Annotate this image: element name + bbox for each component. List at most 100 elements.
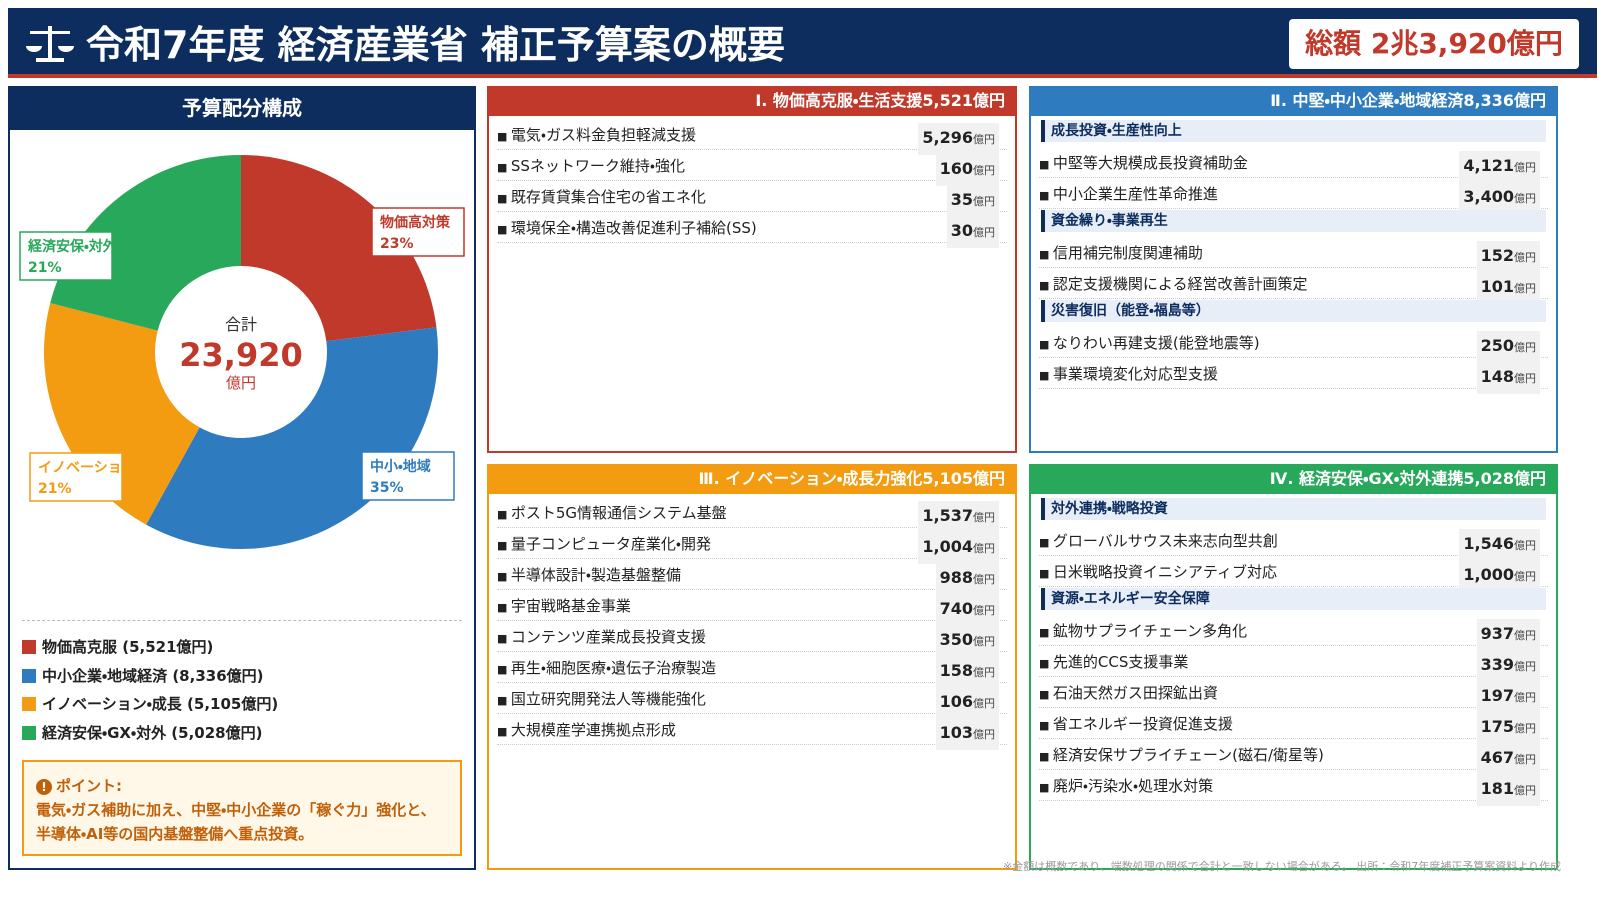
amount-value: 148 xyxy=(1480,367,1514,386)
section-header: 5,521億円 Ⅰ. 物価高克服・生活支援 xyxy=(487,86,1017,116)
callout-value: 35% xyxy=(370,480,404,496)
item-bullet: ■ xyxy=(1039,369,1053,382)
item-amount: 106億円 xyxy=(935,687,999,719)
item-label: 半導体設計・製造基盤整備 xyxy=(510,566,681,584)
subsection-heading: 対外連携・戦略投資 xyxy=(1041,498,1546,520)
amount-unit: 億円 xyxy=(973,666,995,679)
item-row: ■ 日米戦略投資イニシアティブ対応 1,000億円 xyxy=(1039,557,1548,592)
item-label: 事業環境変化対応型支援 xyxy=(1052,365,1218,383)
legend-swatch xyxy=(22,668,36,683)
donut-slice xyxy=(50,155,241,331)
item-label: 宇宙戦略基金事業 xyxy=(510,597,631,615)
item-row: ■ 既存賃貸集合住宅の省エネ化 35億円 xyxy=(497,182,1007,217)
section-title: Ⅲ. イノベーション・成長力強化 xyxy=(698,469,923,488)
item-amount: 101億円 xyxy=(1476,272,1540,304)
callout-box xyxy=(19,231,113,281)
legend-label: 中小企業・地域経済 (8,336億円) xyxy=(42,666,264,685)
amount-unit: 億円 xyxy=(1514,251,1536,264)
item-amount: 30億円 xyxy=(946,216,999,248)
amount-unit: 億円 xyxy=(973,728,995,741)
legend-item: 物価高克服 (5,521億円) xyxy=(22,636,213,657)
item-row: ■ 宇宙戦略基金事業 740億円 xyxy=(497,591,1007,626)
amount-value: 197 xyxy=(1480,686,1514,705)
item-label: 大規模産学連携拠点形成 xyxy=(510,721,676,739)
subsection-heading: 資金繰り・事業再生 xyxy=(1041,210,1546,232)
section-total: 8,336億円 xyxy=(1463,91,1546,110)
section-total: 5,028億円 xyxy=(1463,469,1546,488)
amount-value: 35 xyxy=(950,190,973,209)
legend-item: 中小企業・地域経済 (8,336億円) xyxy=(22,665,263,686)
item-bullet: ■ xyxy=(497,725,511,738)
amount-value: 158 xyxy=(939,661,973,680)
amount-unit: 億円 xyxy=(973,604,995,617)
item-label: グローバルサウス未来志向型共創 xyxy=(1052,532,1278,550)
item-label: 信用補完制度関連補助 xyxy=(1052,244,1203,262)
item-bullet: ■ xyxy=(497,130,511,143)
callout-label: イノベーション xyxy=(38,460,136,476)
amount-unit: 億円 xyxy=(1514,784,1536,797)
item-row: ■ 電気・ガス料金負担軽減支援 5,296億円 xyxy=(497,120,1007,155)
item-amount: 197億円 xyxy=(1476,681,1540,713)
amount-unit: 億円 xyxy=(973,697,995,710)
item-label: 中小企業生産性革命推進 xyxy=(1052,185,1218,203)
item-label: ポスト5G情報通信システム基盤 xyxy=(510,504,727,522)
item-amount: 160億円 xyxy=(935,154,999,186)
amount-value: 181 xyxy=(1480,779,1514,798)
item-label: 国立研究開発法人等機能強化 xyxy=(510,690,706,708)
item-label: 廃炉・汚染水・処理水対策 xyxy=(1052,777,1214,795)
amount-unit: 億円 xyxy=(973,573,995,586)
subsection-heading: 災害復旧（能登・福島等） xyxy=(1041,300,1546,322)
item-label: なりわい再建支援(能登地震等) xyxy=(1052,334,1260,352)
item-row: ■ 中堅等大規模成長投資補助金 4,121億円 xyxy=(1039,148,1548,183)
item-row: ■ 先進的CCS支援事業 339億円 xyxy=(1039,647,1548,682)
callout-value: 21% xyxy=(28,260,62,276)
section-header: 5,105億円 Ⅲ. イノベーション・成長力強化 xyxy=(487,464,1017,494)
amount-unit: 億円 xyxy=(1514,341,1536,354)
item-bullet: ■ xyxy=(1039,781,1053,794)
item-amount: 350億円 xyxy=(935,625,999,657)
item-bullet: ■ xyxy=(1039,567,1053,580)
amount-unit: 億円 xyxy=(973,226,995,239)
item-bullet: ■ xyxy=(497,223,511,236)
item-label: 量子コンピュータ産業化・開発 xyxy=(510,535,711,553)
item-bullet: ■ xyxy=(1039,248,1053,261)
item-label: 認定支援機関による経営改善計画策定 xyxy=(1052,275,1308,293)
section-total: 5,521億円 xyxy=(922,91,1005,110)
item-amount: 5,296億円 xyxy=(918,123,999,155)
item-row: ■ 信用補完制度関連補助 152億円 xyxy=(1039,238,1548,273)
amount-value: 339 xyxy=(1480,655,1514,674)
section-header: 5,028億円 Ⅳ. 経済安保・GX・対外連携 xyxy=(1029,464,1558,494)
item-row: ■ 廃炉・汚染水・処理水対策 181億円 xyxy=(1039,771,1548,806)
item-amount: 937億円 xyxy=(1476,619,1540,651)
donut-slice xyxy=(241,155,437,342)
callout-value: 23% xyxy=(380,236,414,252)
amount-value: 106 xyxy=(939,692,973,711)
item-row: ■ なりわい再建支援(能登地震等) 250億円 xyxy=(1039,328,1548,363)
legend-swatch xyxy=(22,697,36,711)
legend-label: イノベーション・成長 (5,105億円) xyxy=(42,695,279,713)
item-bullet: ■ xyxy=(497,161,511,174)
item-label: コンテンツ産業成長投資支援 xyxy=(510,628,706,646)
item-amount: 103億円 xyxy=(935,718,999,750)
legend-swatch xyxy=(22,640,36,654)
center-title: 合計 xyxy=(225,315,257,334)
amount-unit: 億円 xyxy=(1514,570,1536,583)
item-label: SSネットワーク維持・強化 xyxy=(510,157,686,175)
amount-unit: 億円 xyxy=(973,511,995,524)
item-label: 環境保全・構造改善促進利子補給(SS) xyxy=(510,219,757,237)
item-row: ■ 認定支援機関による経営改善計画策定 101億円 xyxy=(1039,269,1548,304)
item-label: 経済安保サプライチェーン(磁石/衛星等) xyxy=(1052,746,1324,764)
subsection-heading: 成長投資・生産性向上 xyxy=(1041,120,1546,142)
item-row: ■ 石油天然ガス田探鉱出資 197億円 xyxy=(1039,678,1548,713)
amount-value: 4,121 xyxy=(1463,156,1514,175)
item-bullet: ■ xyxy=(497,694,511,707)
center-unit: 億円 xyxy=(226,374,256,392)
amount-unit: 億円 xyxy=(1514,282,1536,295)
item-label: 電気・ガス料金負担軽減支援 xyxy=(510,126,696,144)
item-amount: 740億円 xyxy=(935,594,999,626)
item-row: ■ 鉱物サプライチェーン多角化 937億円 xyxy=(1039,616,1548,651)
alert-icon: ! xyxy=(36,779,52,795)
amount-unit: 億円 xyxy=(1514,691,1536,704)
amount-value: 1,546 xyxy=(1463,534,1514,553)
